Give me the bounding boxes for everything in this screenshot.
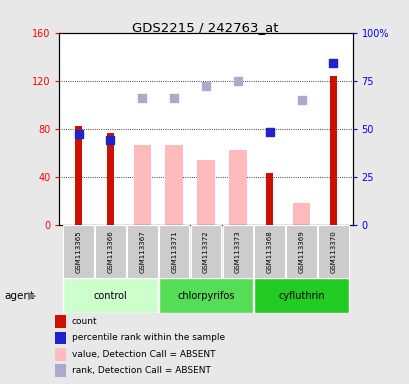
Text: GDS2215 / 242763_at: GDS2215 / 242763_at — [131, 21, 278, 34]
Text: cyfluthrin: cyfluthrin — [278, 291, 324, 301]
Point — [266, 129, 272, 136]
Point — [139, 95, 145, 101]
Bar — [95, 225, 126, 278]
Bar — [63, 225, 94, 278]
Bar — [107, 134, 114, 225]
Text: count: count — [72, 317, 97, 326]
Bar — [190, 225, 221, 278]
Point — [329, 60, 336, 66]
Bar — [254, 278, 348, 313]
Bar — [158, 225, 189, 278]
Bar — [285, 225, 316, 278]
Text: GSM113367: GSM113367 — [139, 230, 145, 273]
Text: rank, Detection Call = ABSENT: rank, Detection Call = ABSENT — [72, 366, 210, 375]
Bar — [197, 160, 214, 225]
Point — [107, 137, 113, 143]
Point — [171, 95, 177, 101]
Text: GSM113373: GSM113373 — [234, 230, 240, 273]
Bar — [165, 146, 182, 225]
Text: GSM113368: GSM113368 — [266, 230, 272, 273]
Bar — [254, 225, 284, 278]
Bar — [317, 225, 348, 278]
Bar — [329, 76, 336, 225]
Bar — [127, 225, 157, 278]
Bar — [222, 225, 253, 278]
Text: GSM113370: GSM113370 — [330, 230, 336, 273]
Bar — [75, 126, 82, 225]
Point — [202, 83, 209, 89]
Bar — [292, 203, 310, 225]
Text: control: control — [93, 291, 127, 301]
Bar — [63, 278, 157, 313]
Text: percentile rank within the sample: percentile rank within the sample — [72, 333, 224, 343]
Text: GSM113365: GSM113365 — [75, 230, 81, 273]
Text: agent: agent — [4, 291, 34, 301]
Bar — [265, 173, 272, 225]
Bar — [133, 146, 151, 225]
Text: value, Detection Call = ABSENT: value, Detection Call = ABSENT — [72, 349, 215, 359]
Text: GSM113372: GSM113372 — [202, 230, 209, 273]
Point — [234, 78, 240, 84]
Text: ▶: ▶ — [28, 291, 36, 301]
Text: GSM113369: GSM113369 — [298, 230, 304, 273]
Bar — [229, 150, 246, 225]
Text: GSM113366: GSM113366 — [107, 230, 113, 273]
Point — [75, 131, 82, 137]
Text: GSM113371: GSM113371 — [171, 230, 177, 273]
Text: chlorpyrifos: chlorpyrifos — [177, 291, 234, 301]
Bar — [158, 278, 253, 313]
Point — [298, 97, 304, 103]
